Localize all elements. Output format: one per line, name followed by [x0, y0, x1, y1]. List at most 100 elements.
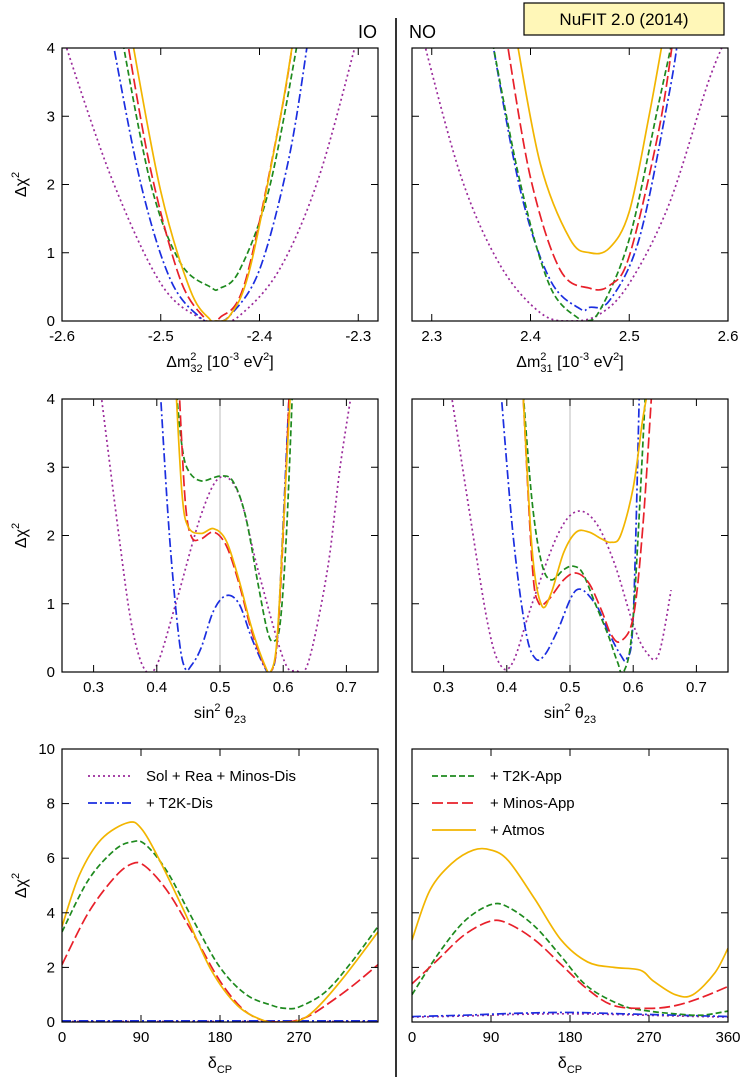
- x-axis-label-no-dm: Δm2 31 [10-3 eV2]: [516, 351, 623, 375]
- x-tick-label: -2.4: [247, 328, 273, 345]
- y-tick-label: 0: [47, 1014, 55, 1031]
- curve-sol: [65, 48, 356, 321]
- curve-t2kdis: [159, 399, 290, 672]
- curves-no-th: [451, 399, 672, 672]
- plot-frame-no-dm: [411, 47, 729, 322]
- y-tick-label: 3: [47, 459, 55, 476]
- x-tick-label: 0.4: [496, 679, 517, 696]
- curve-atmos: [62, 821, 378, 1022]
- x-tick-label: 0.6: [623, 679, 644, 696]
- y-tick-label: 0: [47, 664, 55, 681]
- curve-sol: [100, 399, 352, 672]
- panel-no-cp: 0 90 180 270 360 δCP: [408, 748, 741, 1076]
- curves-io-cp: [62, 821, 378, 1022]
- x-tick-label: 2.6: [718, 328, 739, 345]
- plot-frame-io-dm: [61, 47, 379, 322]
- x-tick-label: 0.3: [83, 679, 104, 696]
- x-tick-label: 90: [483, 1029, 500, 1046]
- panel-no-th: 0.3 0.4 0.5 0.6 0.7 sin2 θ23: [411, 398, 729, 726]
- badge-box: [523, 2, 725, 36]
- curve-atmos: [412, 847, 728, 998]
- curve-t2kapp: [522, 399, 646, 672]
- plot-frame-no-cp: [411, 748, 729, 1023]
- y-tick-label: 1: [47, 245, 55, 262]
- curve-t2kapp: [122, 48, 298, 292]
- curve-minosapp: [412, 919, 728, 1010]
- x-tick-label: 90: [133, 1029, 150, 1046]
- x-tick-label: 0.4: [146, 679, 167, 696]
- legend-left: Sol + Rea + Minos-Dis + T2K-Dis: [88, 768, 296, 812]
- curve-atmos: [517, 48, 663, 255]
- panel-no-dm: 2.3 2.4 2.5 2.6 Δm2 31 [10-3 eV2]: [411, 47, 739, 375]
- curves-io-dm: [65, 48, 356, 321]
- x-tick-label: 0: [408, 1029, 416, 1046]
- curve-sol: [424, 48, 723, 321]
- x-axis-label-io-cp: δCP: [208, 1055, 232, 1076]
- curve-minosapp: [62, 861, 378, 1022]
- badge-text: NuFIT 2.0 (2014): [559, 10, 688, 29]
- x-tick-label: 0.3: [433, 679, 454, 696]
- y-tick-label: 4: [47, 40, 55, 57]
- panel-io-cp: 0 90 180 270 0 2 4 6 8 10 δCP Δχ2: [10, 741, 379, 1076]
- chart-panels: -2.6 -2.5 -2.4 -2.3 0 1 2 3 4 Δm2 32 [10-3 eV2] Δχ2…: [10, 40, 741, 1076]
- curve-minosapp: [178, 399, 290, 672]
- x-tick-label: 180: [557, 1029, 582, 1046]
- version-badge: NuFIT 2.0 (2014): [523, 2, 725, 36]
- legend-label-t2kapp: + T2K-App: [490, 768, 562, 785]
- panel-io-dm: -2.6 -2.5 -2.4 -2.3 0 1 2 3 4 Δm2 32 [10-3 eV2] Δχ2: [10, 40, 379, 375]
- legend-label-sol: Sol + Rea + Minos-Dis: [146, 768, 296, 785]
- curve-atmos: [522, 399, 648, 609]
- y-tick-label: 2: [47, 959, 55, 976]
- curve-minosapp: [522, 399, 653, 643]
- curve-t2kapp: [62, 840, 378, 1010]
- y-axis-label: Δχ2: [10, 172, 30, 197]
- x-tick-label: 180: [207, 1029, 232, 1046]
- curve-atmos: [175, 399, 291, 672]
- curve-t2kapp: [492, 48, 672, 321]
- x-tick-label: 0: [58, 1029, 66, 1046]
- curve-minosapp: [507, 48, 673, 291]
- x-axis-label-no-cp: δCP: [558, 1055, 582, 1076]
- x-tick-label: -2.5: [148, 328, 174, 345]
- x-axis-label-no-th: sin2 θ23: [544, 702, 596, 726]
- hierarchy-label-io: IO: [358, 22, 377, 42]
- curves-no-cp: [412, 847, 728, 1018]
- y-tick-label: 4: [47, 905, 55, 922]
- x-axis-label-io-th: sin2 θ23: [194, 702, 246, 726]
- y-tick-label: 10: [38, 741, 55, 758]
- panel-io-th: 0.3 0.4 0.5 0.6 0.7 0 1 2 3 4 sin2 θ23 Δχ2: [10, 391, 379, 726]
- x-tick-label: 2.3: [421, 328, 442, 345]
- legend-label-minosapp: + Minos-App: [490, 795, 575, 812]
- x-tick-label: 2.5: [619, 328, 640, 345]
- x-tick-label: 0.7: [336, 679, 357, 696]
- y-tick-label: 2: [47, 528, 55, 545]
- y-tick-label: 0: [47, 313, 55, 330]
- x-tick-label: -2.3: [345, 328, 371, 345]
- legend-label-t2kdis: + T2K-Dis: [146, 795, 213, 812]
- y-tick-label: 1: [47, 596, 55, 613]
- curves-io-th: [100, 399, 352, 672]
- curves-no-dm: [424, 48, 723, 321]
- curve-t2kdis: [412, 1011, 728, 1018]
- y-tick-label: 2: [47, 177, 55, 194]
- curve-t2kapp: [176, 399, 293, 643]
- y-tick-label: 3: [47, 108, 55, 125]
- x-tick-label: 0.6: [273, 679, 294, 696]
- y-tick-label: 8: [47, 796, 55, 813]
- x-tick-label: 360: [715, 1029, 740, 1046]
- hierarchy-label-no: NO: [409, 22, 436, 42]
- x-tick-label: 0.5: [210, 679, 231, 696]
- x-axis-label-io-dm: Δm2 32 [10-3 eV2]: [166, 351, 273, 375]
- legend-label-atmos: + Atmos: [490, 822, 545, 839]
- x-tick-label: 270: [286, 1029, 311, 1046]
- y-tick-label: 4: [47, 391, 55, 408]
- curve-t2kdis: [113, 48, 308, 321]
- x-tick-label: -2.6: [49, 328, 75, 345]
- x-tick-label: 0.5: [560, 679, 581, 696]
- y-tick-label: 6: [47, 850, 55, 867]
- curve-t2kapp: [412, 902, 728, 1017]
- curve-atmos: [132, 48, 293, 321]
- y-axis-label: Δχ2: [10, 873, 30, 898]
- y-axis-label: Δχ2: [10, 523, 30, 548]
